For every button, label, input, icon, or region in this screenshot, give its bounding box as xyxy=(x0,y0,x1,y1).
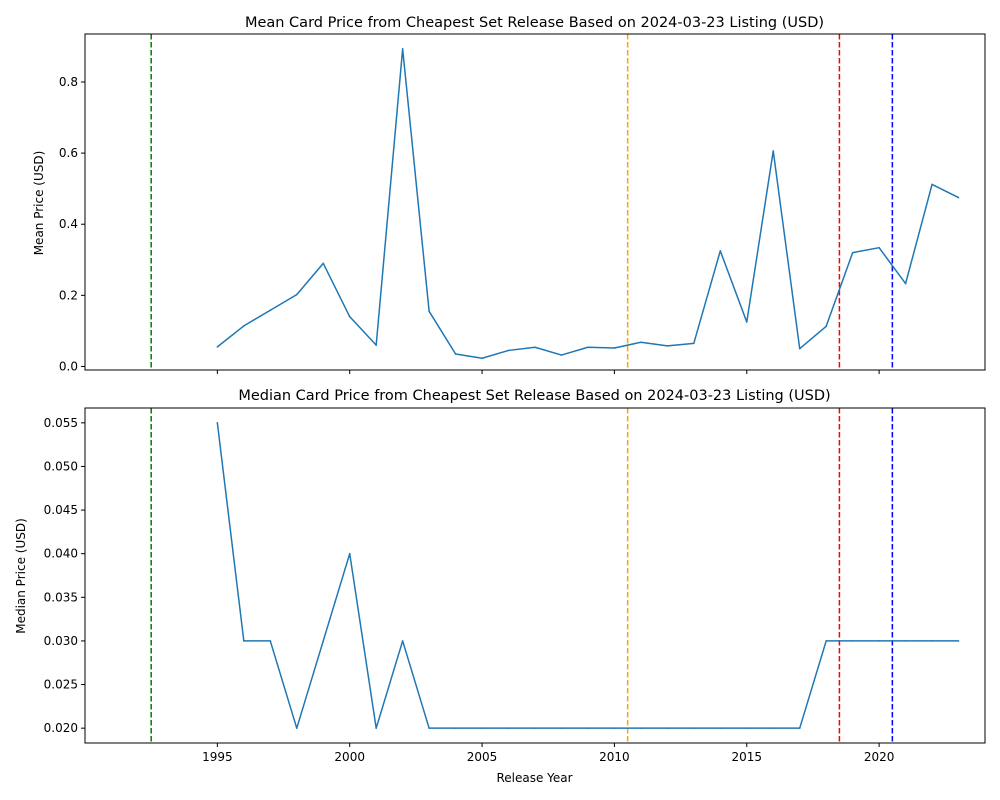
median-x-tick-label: 2000 xyxy=(334,750,365,764)
mean-data-point xyxy=(295,293,298,296)
median-data-point xyxy=(798,727,801,729)
median-x-tick-label: 1995 xyxy=(202,750,233,764)
mean-data-point xyxy=(587,346,589,349)
median-x-tick-label: 2020 xyxy=(864,750,895,764)
median-data-point xyxy=(507,727,510,729)
median-data-point xyxy=(878,640,880,642)
median-data-point xyxy=(931,640,933,642)
mean-data-point xyxy=(507,349,510,352)
mean-data-point xyxy=(904,282,907,285)
mean-data-point xyxy=(772,150,775,152)
mean-series xyxy=(216,48,960,360)
mean-data-point xyxy=(534,346,536,349)
mean-data-point xyxy=(851,251,854,254)
median-y-ticks: 0.020 0.025 0.030 0.035 0.040 0.045 0.050 0.055 xyxy=(44,416,85,735)
median-data-point xyxy=(640,727,642,729)
median-data-point xyxy=(216,422,219,424)
median-data-point xyxy=(613,727,616,729)
median-data-point xyxy=(401,640,404,642)
mean-data-point xyxy=(693,342,695,345)
median-series xyxy=(216,422,960,729)
mean-y-tick-label: 0.8 xyxy=(59,75,78,89)
mean-data-point xyxy=(216,346,219,348)
median-data-point xyxy=(322,640,325,642)
median-y-tick-label: 0.035 xyxy=(44,590,78,604)
median-data-point xyxy=(587,727,589,729)
median-data-point xyxy=(957,640,960,642)
mean-data-point xyxy=(454,353,457,355)
mean-data-point xyxy=(322,262,325,265)
mean-y-axis-label: Mean Price (USD) xyxy=(32,151,46,256)
mean-data-point xyxy=(825,325,827,328)
median-y-tick-label: 0.045 xyxy=(44,503,78,517)
mean-y-tick-label: 0.0 xyxy=(59,359,78,373)
median-y-tick-label: 0.050 xyxy=(44,459,78,473)
median-y-tick-label: 0.040 xyxy=(44,547,78,561)
median-y-axis-label: Median Price (USD) xyxy=(14,518,28,634)
mean-chart-title: Mean Card Price from Cheapest Set Releas… xyxy=(245,15,824,31)
median-data-point xyxy=(560,727,563,729)
median-data-point xyxy=(719,727,722,729)
mean-data-point xyxy=(666,345,669,347)
median-data-point xyxy=(348,552,351,555)
mean-y-tick-label: 0.2 xyxy=(59,288,78,302)
median-plot-frame xyxy=(84,407,986,744)
mean-y-tick-label: 0.4 xyxy=(59,217,78,231)
mean-data-point xyxy=(613,347,616,349)
median-y-tick-label: 0.025 xyxy=(44,678,78,692)
median-data-point xyxy=(428,727,430,729)
median-data-point xyxy=(534,727,536,729)
mean-y-tick-label: 0.6 xyxy=(59,146,78,160)
mean-data-point xyxy=(931,183,933,186)
mean-data-point xyxy=(375,344,377,346)
median-data-point xyxy=(666,727,669,729)
mean-data-point xyxy=(428,310,430,313)
median-x-ticks: 1995 2000 2005 2010 2015 2020 xyxy=(202,743,894,764)
median-data-point xyxy=(851,640,854,642)
mean-data-point xyxy=(798,347,801,350)
mean-data-point xyxy=(878,246,880,249)
median-y-tick-label: 0.020 xyxy=(44,721,78,735)
median-x-tick-label: 2015 xyxy=(731,750,762,764)
mean-data-point xyxy=(243,325,245,327)
mean-plot-frame xyxy=(84,33,986,371)
mean-data-point xyxy=(481,357,483,360)
mean-data-point xyxy=(957,196,960,199)
x-axis-label: Release Year xyxy=(496,771,572,785)
median-chart-title: Median Card Price from Cheapest Set Rele… xyxy=(238,388,830,404)
mean-price-panel: Mean Card Price from Cheapest Set Releas… xyxy=(32,15,986,374)
mean-data-point xyxy=(719,250,722,252)
median-y-tick-label: 0.030 xyxy=(44,634,78,648)
median-price-panel: Median Card Price from Cheapest Set Rele… xyxy=(14,388,986,785)
median-data-point xyxy=(772,727,775,729)
mean-data-point xyxy=(269,309,272,312)
mean-data-point xyxy=(640,341,642,344)
mean-data-point xyxy=(401,48,404,50)
mean-data-point xyxy=(745,321,748,323)
median-y-tick-label: 0.055 xyxy=(44,416,78,430)
mean-y-ticks: 0.0 0.2 0.4 0.6 0.8 xyxy=(59,75,85,373)
median-x-tick-label: 2005 xyxy=(467,750,498,764)
median-data-point xyxy=(454,727,457,729)
mean-reference-lines xyxy=(150,34,894,370)
median-data-point xyxy=(243,640,245,642)
median-data-point xyxy=(481,727,483,729)
median-data-point xyxy=(295,727,298,729)
median-data-point xyxy=(375,727,377,729)
median-x-tick-label: 2010 xyxy=(599,750,630,764)
mean-data-point xyxy=(560,354,563,356)
median-data-point xyxy=(825,640,827,642)
mean-x-ticks xyxy=(216,370,880,374)
median-data-point xyxy=(904,640,907,642)
mean-data-point xyxy=(348,315,351,318)
median-data-point xyxy=(693,727,695,729)
median-data-point xyxy=(745,727,748,729)
median-data-point xyxy=(269,640,272,642)
